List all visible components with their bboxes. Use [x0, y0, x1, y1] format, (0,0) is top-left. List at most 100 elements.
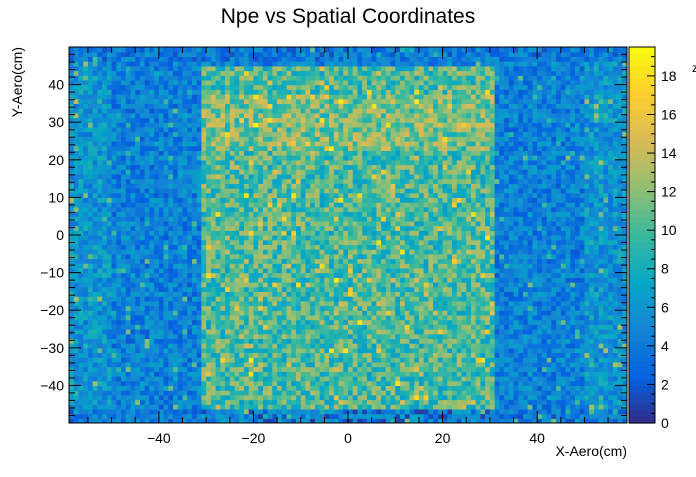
heatmap-cell: [92, 230, 98, 236]
heatmap-cell: [267, 300, 273, 307]
heatmap-cell: [362, 357, 368, 363]
heatmap-cell: [116, 390, 122, 396]
heatmap-cell: [385, 338, 392, 344]
heatmap-cell: [291, 314, 297, 321]
heatmap-cell: [537, 371, 543, 377]
heatmap-cell: [154, 324, 160, 330]
heatmap-cell: [404, 413, 411, 419]
heatmap-cell: [333, 310, 340, 316]
heatmap-cell: [319, 305, 325, 311]
heatmap-cell: [532, 263, 538, 269]
heatmap-cell: [206, 286, 212, 292]
heatmap-cell: [258, 324, 264, 330]
heatmap-cell: [622, 338, 627, 344]
heatmap-cell: [485, 249, 491, 255]
heatmap-cell: [437, 291, 444, 297]
heatmap-cell: [452, 333, 458, 339]
heatmap-cell: [522, 394, 529, 401]
heatmap-cell: [144, 258, 150, 264]
heatmap-cell: [277, 394, 283, 401]
heatmap-cell: [206, 343, 212, 349]
heatmap-cell: [593, 291, 600, 297]
heatmap-cell: [125, 376, 132, 382]
heatmap-cell: [371, 235, 377, 241]
heatmap-cell: [423, 282, 429, 288]
heatmap-cell: [163, 319, 169, 325]
heatmap-cell: [97, 244, 103, 250]
heatmap-cell: [121, 366, 127, 372]
heatmap-cell: [281, 300, 288, 307]
heatmap-cell: [414, 244, 420, 250]
heatmap-cell: [489, 296, 496, 302]
heatmap-cell: [470, 300, 477, 307]
heatmap-cell: [92, 235, 98, 241]
heatmap-cell: [215, 230, 221, 236]
heatmap-cell: [154, 371, 160, 377]
heatmap-cell: [106, 380, 113, 386]
heatmap-cell: [173, 267, 179, 274]
heatmap-cell: [168, 418, 174, 423]
heatmap-cell: [187, 314, 193, 321]
heatmap-cell: [253, 366, 259, 372]
heatmap-cell: [229, 347, 236, 354]
heatmap-cell: [598, 272, 604, 278]
heatmap-cell: [589, 253, 595, 260]
heatmap-cell: [603, 408, 609, 415]
heatmap-cell: [343, 225, 349, 231]
heatmap-cell: [452, 385, 458, 391]
heatmap-cell: [144, 253, 150, 260]
heatmap-cell: [201, 329, 207, 335]
heatmap-cell: [277, 366, 283, 372]
heatmap-cell: [329, 263, 335, 269]
heatmap-cell: [277, 282, 283, 288]
heatmap-cell: [248, 291, 255, 297]
heatmap-cell: [102, 272, 108, 278]
heatmap-cell: [537, 408, 543, 415]
heatmap-cell: [395, 244, 401, 250]
heatmap-cell: [485, 267, 491, 274]
heatmap-cell: [215, 235, 221, 241]
heatmap-cell: [253, 319, 259, 325]
heatmap-cell: [589, 404, 595, 410]
heatmap-cell: [338, 300, 344, 307]
heatmap-cell: [69, 296, 75, 302]
heatmap-cell: [494, 394, 500, 401]
heatmap-cell: [286, 361, 292, 368]
heatmap-cell: [295, 235, 302, 241]
heatmap-cell: [584, 267, 590, 274]
heatmap-cell: [400, 371, 406, 377]
heatmap-cell: [603, 310, 609, 316]
heatmap-cell: [485, 347, 491, 354]
heatmap-cell: [281, 263, 288, 269]
heatmap-cell: [300, 418, 307, 423]
heatmap-cell: [584, 366, 590, 372]
heatmap-cell: [243, 225, 250, 231]
heatmap-cell: [168, 314, 174, 321]
heatmap-cell: [598, 305, 604, 311]
heatmap-cell: [329, 380, 335, 386]
heatmap-cell: [617, 404, 623, 410]
heatmap-cell: [281, 343, 288, 349]
heatmap-cell: [135, 225, 141, 231]
heatmap-cell: [78, 343, 84, 349]
heatmap-cell: [291, 305, 297, 311]
heatmap-cell: [409, 352, 415, 358]
heatmap-cell: [177, 314, 184, 321]
heatmap-cell: [281, 244, 288, 250]
heatmap-cell: [532, 282, 538, 288]
heatmap-cell: [243, 394, 250, 401]
heatmap-cell: [400, 333, 406, 339]
heatmap-cell: [565, 352, 571, 358]
heatmap-cell: [314, 249, 321, 255]
heatmap-cell: [475, 324, 482, 330]
heatmap-cell: [504, 357, 510, 363]
heatmap-cell: [565, 225, 571, 231]
heatmap-cell: [556, 230, 562, 236]
heatmap-cell: [291, 361, 297, 368]
heatmap-cell: [385, 361, 392, 368]
heatmap-cell: [366, 244, 373, 250]
heatmap-cell: [130, 385, 136, 391]
heatmap-cell: [603, 249, 609, 255]
heatmap-cell: [262, 333, 269, 339]
heatmap-cell: [532, 404, 538, 410]
